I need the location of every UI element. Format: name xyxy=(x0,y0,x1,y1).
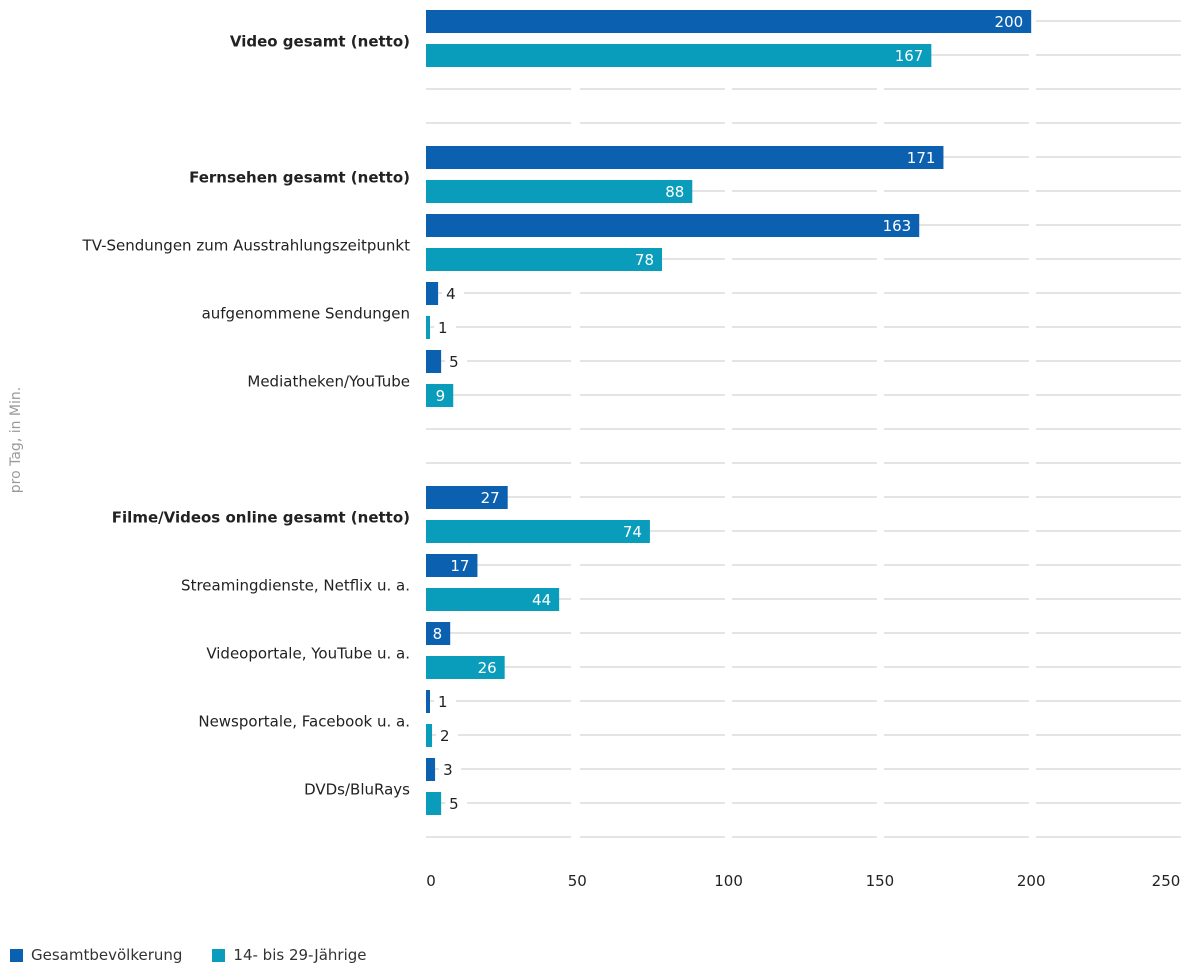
y-axis-label: pro Tag, in Min. xyxy=(8,387,24,493)
bar-gesamt xyxy=(426,10,1032,33)
bar-gesamt xyxy=(426,282,439,305)
label-bg xyxy=(445,352,468,371)
x-tick-label: 100 xyxy=(714,872,743,890)
category-label: Filme/Videos online gesamt (netto) xyxy=(112,509,410,527)
data-label: 1 xyxy=(438,319,448,337)
bar-jung xyxy=(426,724,433,747)
data-label: 26 xyxy=(478,659,497,677)
label-bg xyxy=(434,318,456,337)
bar-gesamt xyxy=(426,146,944,169)
data-label: 2 xyxy=(440,727,450,745)
x-tick-label: 150 xyxy=(866,872,895,890)
data-label: 78 xyxy=(635,251,654,269)
category-label: Videoportale, YouTube u. a. xyxy=(206,645,410,663)
label-bg xyxy=(436,726,459,745)
data-label: 5 xyxy=(449,353,459,371)
legend-label-gesamtbevoelkerung: Gesamtbevölkerung xyxy=(31,946,183,964)
category-label: Video gesamt (netto) xyxy=(230,33,410,51)
bar-jung xyxy=(426,44,932,67)
data-label: 44 xyxy=(532,591,551,609)
legend-label-14-29: 14- bis 29-Jährige xyxy=(233,946,367,964)
bar-jung xyxy=(426,180,693,203)
category-label: Newsportale, Facebook u. a. xyxy=(198,713,410,731)
legend-item-gesamtbevoelkerung: Gesamtbevölkerung xyxy=(10,946,182,964)
x-tick-label: 50 xyxy=(568,872,587,890)
legend-item-14-29: 14- bis 29-Jährige xyxy=(212,946,367,964)
data-label: 3 xyxy=(443,761,453,779)
bar-gesamt xyxy=(426,350,442,373)
data-label: 167 xyxy=(895,47,924,65)
bar-chart: 200 171 163 4 5 27 17 8 1 3 167 88 78 1 9 74 44 26 2 5 Video… xyxy=(8,10,1181,890)
bar-jung xyxy=(426,384,454,407)
bar-gesamt xyxy=(426,758,436,781)
bar-jung xyxy=(426,656,505,679)
label-bg xyxy=(439,760,462,779)
category-label: aufgenommene Sendungen xyxy=(202,305,410,323)
category-label: Streamingdienste, Netflix u. a. xyxy=(181,577,410,595)
bar-jung xyxy=(426,588,560,611)
data-label: 74 xyxy=(623,523,642,541)
legend-swatch-gesamtbevoelkerung xyxy=(10,948,23,962)
bar-gesamt xyxy=(426,622,451,645)
data-label: 163 xyxy=(883,217,912,235)
bar-gesamt xyxy=(426,690,430,713)
data-label: 8 xyxy=(433,625,443,643)
bar-gesamt xyxy=(426,554,478,577)
data-label: 17 xyxy=(450,557,469,575)
data-label: 5 xyxy=(449,795,459,813)
data-label: 9 xyxy=(436,387,446,405)
category-label: Fernsehen gesamt (netto) xyxy=(189,169,410,187)
data-label: 171 xyxy=(907,149,936,167)
x-tick-label: 250 xyxy=(1152,872,1181,890)
bar-jung xyxy=(426,248,663,271)
bar-gesamt xyxy=(426,486,508,509)
bar-jung xyxy=(426,520,650,543)
legend: Gesamtbevölkerung 14- bis 29-Jährige xyxy=(10,946,397,964)
category-label: Mediatheken/YouTube xyxy=(247,373,410,391)
legend-swatch-14-29 xyxy=(212,948,226,962)
bar-jung xyxy=(426,316,430,339)
category-label: TV-Sendungen zum Ausstrahlungszeitpunkt xyxy=(82,237,411,255)
bar-jung xyxy=(426,792,442,815)
data-label: 4 xyxy=(446,285,456,303)
data-label: 200 xyxy=(995,13,1024,31)
x-tick-label: 200 xyxy=(1017,872,1046,890)
bar-gesamt xyxy=(426,214,920,237)
data-label: 88 xyxy=(665,183,684,201)
label-bg xyxy=(442,284,465,303)
label-bg xyxy=(434,692,456,711)
category-label: DVDs/BluRays xyxy=(304,781,410,799)
data-label: 1 xyxy=(438,693,448,711)
data-label: 27 xyxy=(481,489,500,507)
x-tick-label: 0 xyxy=(426,872,436,890)
label-bg xyxy=(445,794,468,813)
